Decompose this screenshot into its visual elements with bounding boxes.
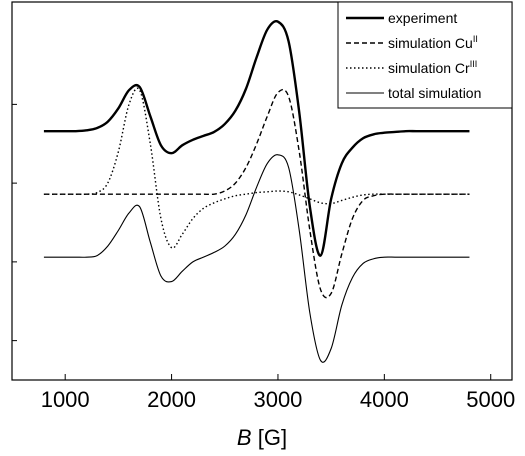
legend-name: simulation Cu — [388, 35, 473, 51]
legend-name: experiment — [388, 10, 457, 26]
legend-label: total simulation — [388, 85, 481, 101]
x-tick-label: 3000 — [253, 387, 302, 412]
series-line — [43, 154, 470, 363]
x-tick-label: 2000 — [147, 387, 196, 412]
legend-name: simulation Cr — [388, 60, 470, 76]
x-tick-label: 5000 — [466, 387, 515, 412]
legend-superscript: II — [473, 34, 478, 44]
x-tick-label: 4000 — [360, 387, 409, 412]
legend-label: simulation CrIII — [388, 59, 477, 76]
legend-label: experiment — [388, 10, 457, 26]
legend-name: total simulation — [388, 85, 481, 101]
legend-superscript: III — [470, 59, 478, 69]
legend-label: simulation CuII — [388, 34, 478, 51]
x-tick-label: 1000 — [41, 387, 90, 412]
legend-box — [337, 1, 513, 109]
x-axis-label: B [G] — [237, 425, 287, 450]
series-line — [43, 20, 470, 257]
x-label-unit: [G] — [258, 425, 287, 450]
plot-frame — [11, 1, 513, 381]
x-label-symbol: B — [237, 425, 252, 450]
series-line — [43, 87, 470, 249]
series-line — [43, 88, 470, 299]
